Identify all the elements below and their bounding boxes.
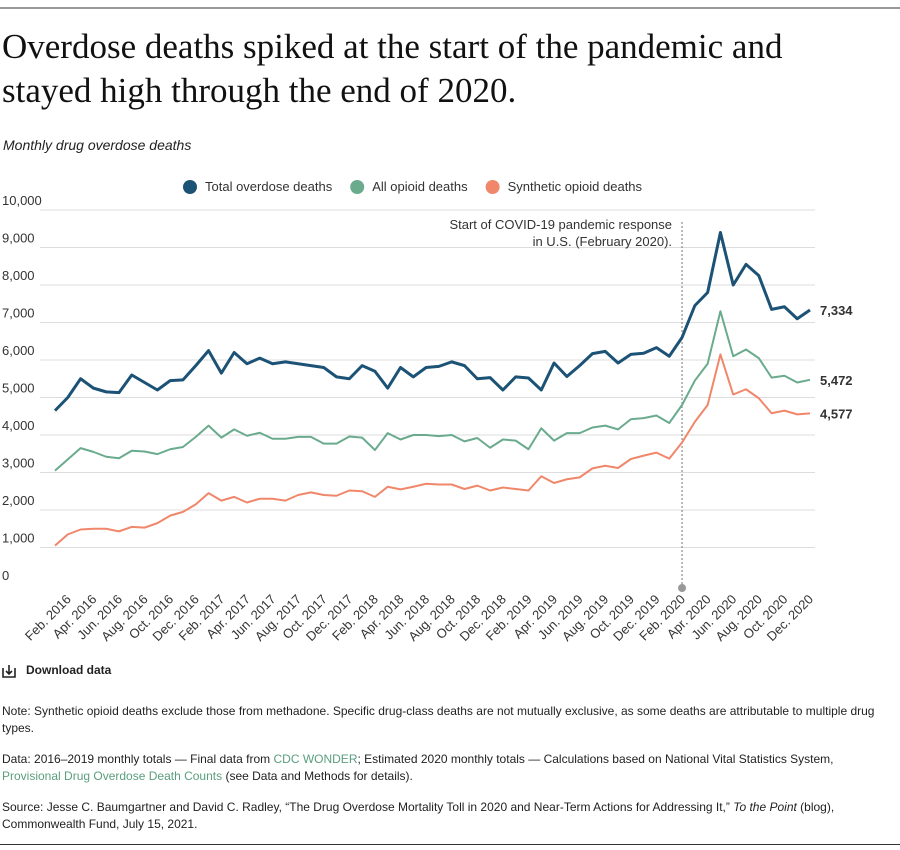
value-label: 7,334 [820,303,853,318]
download-label: Download data [26,663,112,677]
link[interactable]: Provisional Drug Overdose Death Counts [2,769,223,783]
y-tick-label: 1,000 [2,531,35,546]
value-label: 4,577 [820,406,853,421]
series-line [54,310,811,472]
text: Source: Jesse C. Baumgartner and David C… [2,800,734,814]
link[interactable]: CDC WONDER [273,752,358,766]
annotation-text: in U.S. (February 2020). [533,234,672,249]
y-tick-label: 0 [2,568,9,583]
value-label: 5,472 [820,373,853,388]
y-tick-label: 6,000 [2,343,35,358]
note: Note: Synthetic opioid deaths exclude th… [2,704,875,735]
chart-title: stayed high through the end of 2020. [2,71,516,110]
download-button[interactable]: Download data [2,662,892,679]
bottom-rule [0,844,900,845]
chart-subtitle: Monthly drug overdose deaths [3,137,191,153]
legend-marker [485,180,500,194]
y-tick-label: 7,000 [2,306,35,321]
series-line [54,353,811,547]
text: (see Data and Methods for details). [222,769,413,783]
legend-label: Synthetic opioid deaths [508,179,643,194]
y-tick-label: 9,000 [2,231,35,246]
text: Data: 2016–2019 monthly totals — Final d… [2,752,274,766]
series-line [53,231,811,412]
download-icon [2,664,16,678]
y-tick-label: 2,000 [2,493,35,508]
y-tick-label: 8,000 [2,268,35,283]
y-tick-label: 3,000 [2,456,35,471]
annotation-dot [678,584,687,592]
legend-label: Total overdose deaths [205,179,333,194]
y-tick-label: 4,000 [2,418,35,433]
chart: Overdose deaths spiked at the start of t… [0,7,900,644]
text: (blog), Commonwealth Fund, July 15, 2021… [2,800,835,831]
data-note: Data: 2016–2019 monthly totals — Final d… [2,751,892,785]
text: ; Estimated 2020 monthly totals — Calcul… [357,752,834,766]
y-tick-label: 10,000 [2,193,42,208]
text: To the Point [733,800,797,814]
chart-title: Overdose deaths spiked at the start of t… [2,27,783,66]
source: Source: Jesse C. Baumgartner and David C… [2,799,892,833]
y-tick-label: 5,000 [2,381,35,396]
annotation-text: Start of COVID-19 pandemic response [449,217,672,232]
legend-marker [350,180,365,194]
legend-marker [183,180,197,194]
legend-label: All opioid deaths [372,179,468,194]
